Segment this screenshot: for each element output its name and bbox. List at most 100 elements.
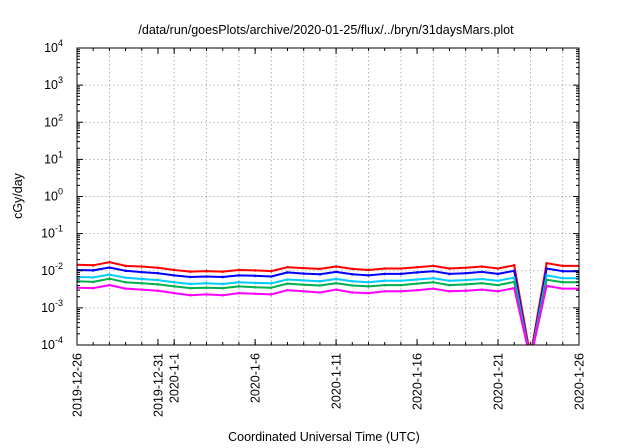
data-point-series-1 <box>237 268 241 272</box>
data-point-series-2 <box>464 271 467 275</box>
y-tick-label: 10-4 <box>41 335 63 352</box>
data-point-series-3 <box>448 279 451 282</box>
data-point-series-1 <box>318 267 322 271</box>
data-point-series-4 <box>270 286 273 289</box>
data-point-series-1 <box>156 266 160 270</box>
data-point-series-4 <box>253 285 257 289</box>
data-point-series-3 <box>464 278 467 282</box>
data-point-series-4 <box>302 283 306 287</box>
data-point-series-3 <box>108 273 111 276</box>
data-point-series-5 <box>221 293 225 297</box>
data-point-series-1 <box>334 265 338 268</box>
data-point-series-3 <box>480 277 484 281</box>
data-point-series-3 <box>350 279 354 283</box>
data-point-series-2 <box>189 275 192 279</box>
data-point-series-2 <box>431 269 435 273</box>
data-point-series-1 <box>91 264 95 267</box>
data-point-series-5 <box>91 286 95 290</box>
series-layer <box>77 260 579 361</box>
data-point-series-2 <box>496 272 500 276</box>
data-point-series-1 <box>140 265 144 268</box>
y-tick-label: 10-3 <box>41 298 63 315</box>
x-tick-label: 2019-12-26 <box>71 353 85 417</box>
data-point-series-5 <box>237 291 241 295</box>
data-point-series-2 <box>156 271 160 275</box>
data-point-series-5 <box>561 287 565 290</box>
data-point-series-1 <box>172 268 176 272</box>
data-point-series-5 <box>350 291 354 294</box>
data-point-series-1 <box>383 267 386 270</box>
data-point-series-2 <box>529 358 532 361</box>
data-point-series-5 <box>334 288 338 291</box>
data-point-series-1 <box>286 265 289 269</box>
data-point-series-2 <box>399 272 403 276</box>
data-point-series-2 <box>512 269 516 273</box>
data-point-series-2 <box>172 274 176 277</box>
data-point-series-4 <box>108 277 111 281</box>
plot-frame <box>76 47 580 346</box>
data-point-series-4 <box>221 286 225 290</box>
x-axis-label: Coordinated Universal Time (UTC) <box>228 430 420 444</box>
y-tick-label: 100 <box>44 187 63 204</box>
data-point-series-1 <box>189 270 192 273</box>
y-tick-label: 104 <box>44 38 63 55</box>
y-tick-label: 10-1 <box>41 224 63 241</box>
data-point-series-5 <box>108 283 111 287</box>
data-point-series-5 <box>189 293 192 297</box>
data-point-series-1 <box>448 267 451 270</box>
data-series-line-3 <box>77 273 579 345</box>
data-point-series-3 <box>431 276 435 280</box>
data-point-series-1 <box>108 260 111 264</box>
x-tick-label: 2020-1-6 <box>249 353 263 403</box>
data-series-line-1 <box>77 261 579 345</box>
data-point-series-4 <box>189 286 192 290</box>
data-point-series-3 <box>221 282 225 286</box>
data-point-series-2 <box>448 272 451 276</box>
data-point-series-3 <box>172 280 176 284</box>
data-point-series-1 <box>480 265 484 268</box>
data-point-series-5 <box>464 289 467 293</box>
data-point-series-2 <box>367 274 370 277</box>
data-series-line-2 <box>77 266 579 345</box>
data-point-series-1 <box>415 265 419 269</box>
data-point-series-3 <box>512 276 516 279</box>
data-point-series-3 <box>496 279 500 282</box>
y-axis-label: cGy/day <box>11 172 25 219</box>
data-point-series-3 <box>124 276 127 279</box>
data-point-series-5 <box>545 284 548 288</box>
data-point-series-4 <box>399 283 403 287</box>
data-point-series-3 <box>561 276 565 280</box>
data-point-series-4 <box>91 280 95 284</box>
data-point-series-4 <box>172 285 176 288</box>
chart-title: /data/run/goesPlots/archive/2020-01-25/f… <box>138 23 514 37</box>
data-point-series-4 <box>156 283 160 286</box>
data-point-series-2 <box>334 270 338 274</box>
data-point-series-5 <box>529 358 532 361</box>
data-point-series-3 <box>286 278 289 281</box>
data-point-series-2 <box>561 269 565 273</box>
data-point-series-5 <box>496 289 500 293</box>
data-point-series-2 <box>350 273 354 276</box>
data-point-series-1 <box>464 266 467 270</box>
data-point-series-5 <box>124 287 127 290</box>
data-point-series-1 <box>205 269 208 273</box>
x-tick-label: 2020-1-16 <box>411 353 425 410</box>
data-point-series-4 <box>431 280 435 284</box>
data-point-series-5 <box>512 286 516 290</box>
data-point-series-1 <box>350 267 354 271</box>
data-point-series-1 <box>124 264 127 268</box>
y-tick-label: 103 <box>44 75 63 92</box>
data-point-series-2 <box>91 269 95 272</box>
data-point-series-2 <box>124 269 127 273</box>
data-point-series-2 <box>318 273 322 276</box>
data-point-series-3 <box>253 281 257 285</box>
data-point-series-3 <box>140 277 144 281</box>
data-point-series-3 <box>302 279 306 282</box>
data-point-series-5 <box>367 291 370 295</box>
data-point-series-2 <box>415 271 419 274</box>
data-point-series-3 <box>318 279 322 283</box>
data-point-series-3 <box>205 281 208 285</box>
data-point-series-4 <box>140 281 144 285</box>
data-series-line-4 <box>77 277 579 345</box>
data-point-series-4 <box>367 285 370 288</box>
